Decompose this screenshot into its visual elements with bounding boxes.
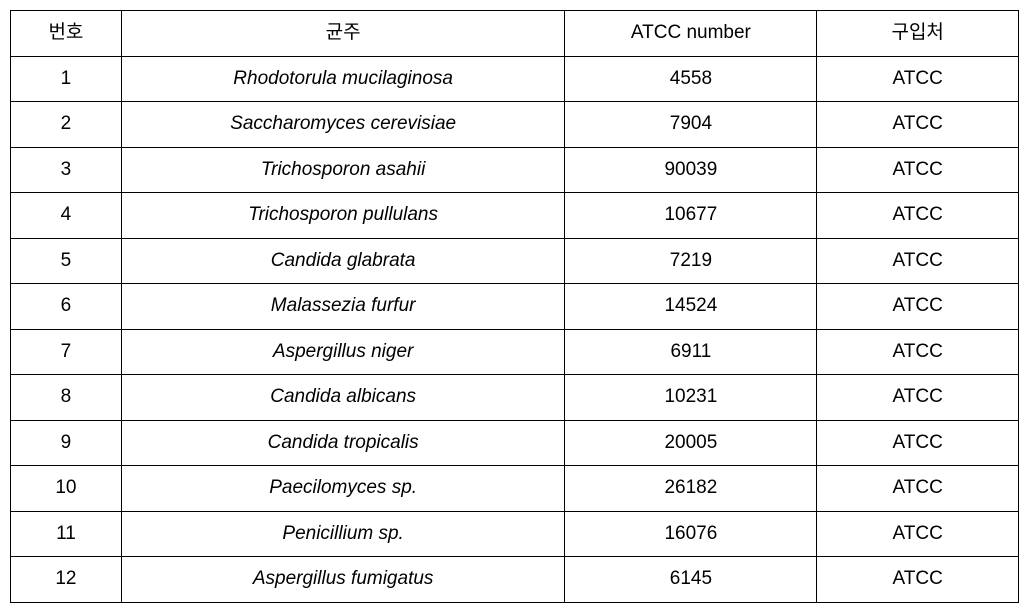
- table-row: 5 Candida glabrata 7219 ATCC: [11, 238, 1019, 284]
- table-header: 번호 균주 ATCC number 구입처: [11, 11, 1019, 57]
- cell-strain: Malassezia furfur: [121, 284, 565, 330]
- cell-atcc: 16076: [565, 511, 817, 557]
- cell-num: 12: [11, 557, 122, 603]
- table-row: 1 Rhodotorula mucilaginosa 4558 ATCC: [11, 56, 1019, 102]
- cell-atcc: 7219: [565, 238, 817, 284]
- cell-source: ATCC: [817, 329, 1019, 375]
- cell-atcc: 20005: [565, 420, 817, 466]
- cell-num: 9: [11, 420, 122, 466]
- cell-num: 4: [11, 193, 122, 239]
- header-strain: 균주: [121, 11, 565, 57]
- cell-source: ATCC: [817, 511, 1019, 557]
- cell-atcc: 6911: [565, 329, 817, 375]
- table-body: 1 Rhodotorula mucilaginosa 4558 ATCC 2 S…: [11, 56, 1019, 602]
- cell-atcc: 10231: [565, 375, 817, 421]
- cell-source: ATCC: [817, 102, 1019, 148]
- cell-num: 7: [11, 329, 122, 375]
- cell-source: ATCC: [817, 147, 1019, 193]
- table-row: 10 Paecilomyces sp. 26182 ATCC: [11, 466, 1019, 512]
- cell-num: 2: [11, 102, 122, 148]
- cell-strain: Penicillium sp.: [121, 511, 565, 557]
- cell-strain: Aspergillus fumigatus: [121, 557, 565, 603]
- table-row: 2 Saccharomyces cerevisiae 7904 ATCC: [11, 102, 1019, 148]
- table-header-row: 번호 균주 ATCC number 구입처: [11, 11, 1019, 57]
- cell-strain: Trichosporon asahii: [121, 147, 565, 193]
- cell-num: 3: [11, 147, 122, 193]
- table-row: 9 Candida tropicalis 20005 ATCC: [11, 420, 1019, 466]
- cell-strain: Aspergillus niger: [121, 329, 565, 375]
- cell-strain: Rhodotorula mucilaginosa: [121, 56, 565, 102]
- cell-source: ATCC: [817, 238, 1019, 284]
- table-row: 11 Penicillium sp. 16076 ATCC: [11, 511, 1019, 557]
- cell-source: ATCC: [817, 466, 1019, 512]
- strain-table: 번호 균주 ATCC number 구입처 1 Rhodotorula muci…: [10, 10, 1019, 603]
- table-row: 7 Aspergillus niger 6911 ATCC: [11, 329, 1019, 375]
- cell-source: ATCC: [817, 193, 1019, 239]
- cell-num: 10: [11, 466, 122, 512]
- cell-num: 1: [11, 56, 122, 102]
- cell-strain: Candida tropicalis: [121, 420, 565, 466]
- cell-strain: Candida glabrata: [121, 238, 565, 284]
- cell-strain: Saccharomyces cerevisiae: [121, 102, 565, 148]
- cell-atcc: 7904: [565, 102, 817, 148]
- header-atcc: ATCC number: [565, 11, 817, 57]
- cell-atcc: 90039: [565, 147, 817, 193]
- cell-num: 5: [11, 238, 122, 284]
- table-row: 8 Candida albicans 10231 ATCC: [11, 375, 1019, 421]
- cell-atcc: 26182: [565, 466, 817, 512]
- table-row: 4 Trichosporon pullulans 10677 ATCC: [11, 193, 1019, 239]
- cell-source: ATCC: [817, 56, 1019, 102]
- cell-atcc: 6145: [565, 557, 817, 603]
- cell-strain: Paecilomyces sp.: [121, 466, 565, 512]
- cell-source: ATCC: [817, 284, 1019, 330]
- cell-atcc: 10677: [565, 193, 817, 239]
- header-num: 번호: [11, 11, 122, 57]
- cell-source: ATCC: [817, 375, 1019, 421]
- cell-atcc: 14524: [565, 284, 817, 330]
- cell-num: 11: [11, 511, 122, 557]
- header-source: 구입처: [817, 11, 1019, 57]
- cell-num: 6: [11, 284, 122, 330]
- cell-source: ATCC: [817, 420, 1019, 466]
- cell-num: 8: [11, 375, 122, 421]
- cell-strain: Trichosporon pullulans: [121, 193, 565, 239]
- table-row: 3 Trichosporon asahii 90039 ATCC: [11, 147, 1019, 193]
- cell-source: ATCC: [817, 557, 1019, 603]
- cell-strain: Candida albicans: [121, 375, 565, 421]
- cell-atcc: 4558: [565, 56, 817, 102]
- table-row: 12 Aspergillus fumigatus 6145 ATCC: [11, 557, 1019, 603]
- table-row: 6 Malassezia furfur 14524 ATCC: [11, 284, 1019, 330]
